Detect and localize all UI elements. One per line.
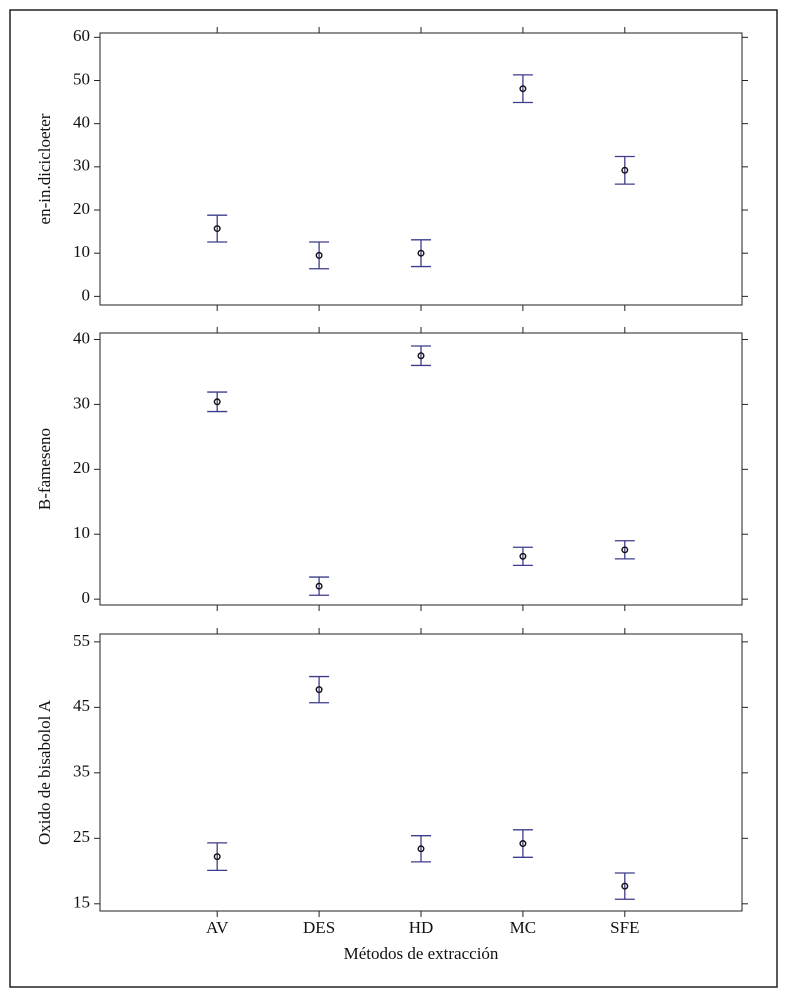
y-axis-label: en-in.dicicloeter <box>35 113 54 224</box>
mean-point <box>621 166 629 174</box>
plot-box <box>99 633 743 912</box>
mean-point <box>519 85 527 93</box>
y-tick-label: 50 <box>73 69 90 88</box>
mean-point <box>621 882 629 890</box>
x-axis-label: Métodos de extracción <box>344 944 499 963</box>
y-tick-label: 20 <box>73 199 90 218</box>
mean-point <box>621 546 629 554</box>
frame <box>9 9 778 988</box>
mean-point <box>417 352 425 360</box>
mean-point <box>213 225 221 233</box>
mean-point <box>315 251 323 259</box>
y-tick-label: 45 <box>73 696 90 715</box>
mean-point <box>213 853 221 861</box>
mean-point <box>519 840 527 848</box>
x-tick-label: MC <box>510 918 536 937</box>
x-tick-label: DES <box>303 918 335 937</box>
y-tick-label: 35 <box>73 762 90 781</box>
y-tick-label: 0 <box>82 285 91 304</box>
y-tick-label: 10 <box>73 242 90 261</box>
y-tick-label: 10 <box>73 523 90 542</box>
x-tick-label: HD <box>409 918 434 937</box>
mean-point <box>315 582 323 590</box>
mean-point <box>417 845 425 853</box>
mean-point <box>519 552 527 560</box>
y-tick-label: 20 <box>73 458 90 477</box>
x-tick-label: AV <box>206 918 229 937</box>
y-axis-label: Oxido de bisabolol A <box>35 699 54 845</box>
mean-point <box>315 686 323 694</box>
y-tick-label: 40 <box>73 113 90 132</box>
x-tick-label: SFE <box>610 918 639 937</box>
plot-box <box>99 332 743 606</box>
y-tick-label: 15 <box>73 893 90 912</box>
y-tick-label: 55 <box>73 631 90 650</box>
y-tick-label: 40 <box>73 328 90 347</box>
y-tick-label: 0 <box>82 588 91 607</box>
y-axis-label: B-fameseno <box>35 428 54 510</box>
y-tick-label: 30 <box>73 156 90 175</box>
mean-point <box>213 398 221 406</box>
y-tick-label: 30 <box>73 393 90 412</box>
y-tick-label: 25 <box>73 827 90 846</box>
y-tick-label: 60 <box>73 26 90 45</box>
mean-point <box>417 249 425 257</box>
